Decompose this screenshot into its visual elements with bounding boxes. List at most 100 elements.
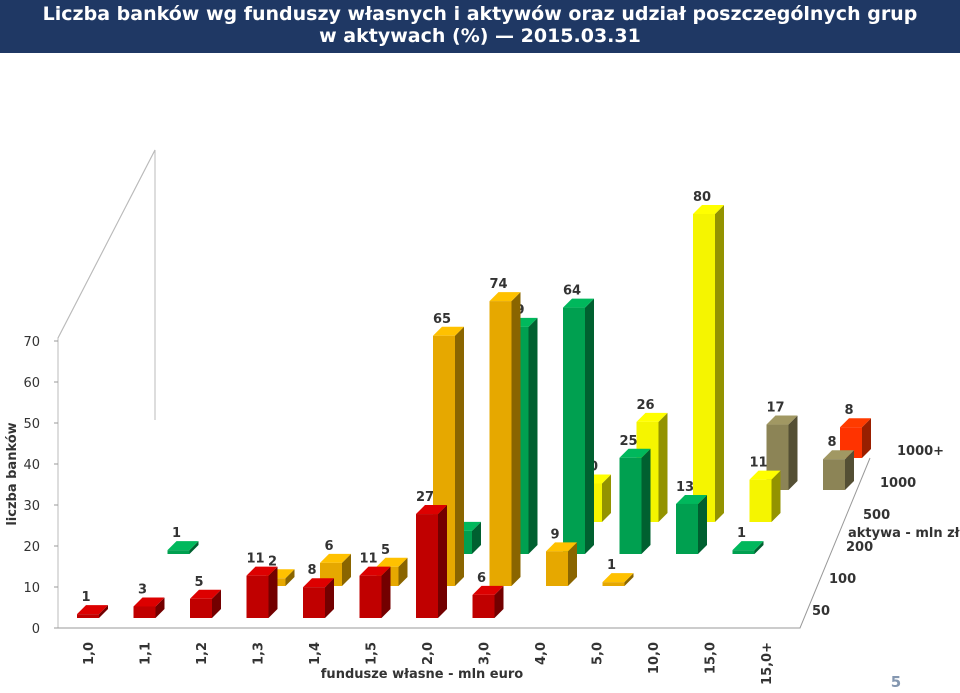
bar-top bbox=[433, 326, 464, 336]
bar bbox=[167, 550, 190, 554]
title-line: w aktywach (%) — 2015.03.31 bbox=[319, 25, 641, 47]
bar-side bbox=[862, 418, 871, 458]
value-label: 1 bbox=[607, 558, 616, 573]
bar-side bbox=[285, 569, 295, 586]
x-tick-label: 1,5 bbox=[365, 642, 380, 665]
bar-side bbox=[268, 566, 278, 618]
value-label: 8 bbox=[307, 563, 316, 578]
bar bbox=[749, 479, 772, 522]
bar bbox=[676, 503, 698, 554]
value-label: 6 bbox=[324, 539, 333, 554]
bar-top bbox=[489, 292, 521, 302]
bar-side bbox=[788, 415, 798, 490]
value-label: 17 bbox=[766, 401, 784, 416]
bar bbox=[693, 214, 715, 522]
bar-side bbox=[698, 494, 707, 554]
plot bbox=[57, 149, 871, 629]
bar-side bbox=[381, 566, 391, 618]
title-line: Liczba banków wg funduszy własnych i akt… bbox=[43, 3, 918, 25]
value-label: 74 bbox=[489, 277, 507, 292]
bar-side bbox=[585, 298, 594, 554]
bar bbox=[546, 551, 568, 586]
x-tick-label: 2,0 bbox=[421, 642, 436, 665]
bar bbox=[619, 457, 642, 554]
bar-top bbox=[602, 573, 634, 583]
z-tick-label: 500 bbox=[863, 508, 890, 523]
bar-side bbox=[845, 450, 854, 490]
bar bbox=[563, 307, 585, 554]
bar-top bbox=[303, 578, 334, 588]
value-label: 8 bbox=[844, 403, 853, 418]
z-tick-label: 50 bbox=[812, 604, 830, 619]
bar bbox=[133, 606, 156, 618]
bar-side bbox=[641, 448, 651, 554]
bar bbox=[489, 301, 512, 586]
y-tick-label: 10 bbox=[23, 581, 40, 596]
bar-top bbox=[167, 541, 199, 551]
y-tick-label: 0 bbox=[32, 622, 40, 637]
bar-top bbox=[320, 553, 351, 563]
value-label: 1 bbox=[737, 526, 746, 541]
bar-top bbox=[840, 418, 871, 428]
bar-side bbox=[568, 542, 577, 586]
back-wall bbox=[57, 149, 156, 628]
bar-side bbox=[438, 505, 447, 618]
value-label: 11 bbox=[359, 552, 377, 567]
x-tick-label: 1,4 bbox=[308, 642, 323, 665]
bar-side bbox=[771, 470, 781, 522]
value-label: 80 bbox=[693, 190, 711, 205]
bar-top bbox=[636, 412, 668, 422]
bar-side bbox=[528, 317, 538, 554]
value-label: 13 bbox=[676, 480, 694, 495]
bar-side bbox=[189, 541, 199, 554]
bar bbox=[246, 575, 269, 618]
bar-side bbox=[398, 557, 408, 586]
bar-side bbox=[494, 585, 504, 618]
bar bbox=[602, 582, 625, 586]
bar-top bbox=[676, 494, 707, 504]
value-label: 5 bbox=[381, 543, 390, 558]
bar bbox=[303, 587, 325, 618]
z-axis-title: aktywa - mln zł bbox=[848, 526, 960, 541]
value-label: 1 bbox=[81, 590, 90, 605]
bar-side bbox=[342, 553, 351, 586]
y-tick-label: 60 bbox=[23, 376, 40, 391]
bar bbox=[823, 459, 845, 490]
x-tick-label: 15,0 bbox=[704, 642, 719, 674]
x-tick-label: 1,1 bbox=[139, 642, 154, 665]
value-label: 2 bbox=[268, 554, 277, 569]
x-tick-label: 5,0 bbox=[591, 642, 606, 665]
value-label: 6 bbox=[477, 571, 486, 586]
bar-side bbox=[658, 412, 668, 522]
x-axis-title: fundusze własne - mln euro bbox=[321, 667, 524, 682]
z-tick-label: 100 bbox=[829, 572, 856, 587]
bar-side bbox=[624, 573, 634, 586]
y-tick-label: 30 bbox=[23, 499, 40, 514]
bar-side bbox=[715, 205, 724, 522]
bar-top bbox=[359, 566, 391, 576]
y-tick-label: 70 bbox=[23, 335, 40, 350]
bar-top bbox=[246, 566, 278, 576]
bar-top bbox=[563, 298, 594, 308]
x-tick-label: 1,0 bbox=[82, 642, 97, 665]
bar-side bbox=[455, 326, 464, 586]
value-label: 1 bbox=[172, 526, 181, 541]
bar-side bbox=[602, 474, 611, 522]
value-label: 26 bbox=[636, 398, 654, 413]
bar-side bbox=[511, 292, 521, 586]
value-label: 11 bbox=[246, 552, 264, 567]
bar-top bbox=[376, 557, 408, 567]
z-tick-label: 1000 bbox=[880, 476, 916, 491]
y-tick-label: 20 bbox=[23, 540, 40, 555]
header-band bbox=[0, 0, 960, 53]
bar-side bbox=[155, 597, 165, 618]
x-tick-label: 1,3 bbox=[252, 642, 267, 665]
value-label: 3 bbox=[138, 582, 147, 597]
value-label: 25 bbox=[619, 434, 637, 449]
bar-top bbox=[472, 585, 504, 595]
bar-top bbox=[416, 505, 447, 515]
wall-edge bbox=[57, 149, 156, 339]
value-label: 9 bbox=[550, 527, 559, 542]
floor-edge bbox=[58, 457, 871, 629]
